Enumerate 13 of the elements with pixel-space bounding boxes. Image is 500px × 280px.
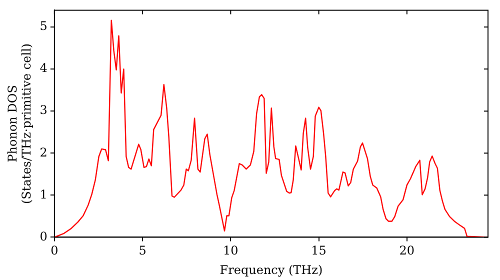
y-tick-label: 4 [40,61,48,76]
y-tick-label: 2 [40,145,48,160]
x-tick-label: 0 [50,244,58,258]
y-axis-title: Phonon DOS (States/THz·primitive cell) [5,43,34,204]
y-tick-label: 0 [40,229,48,244]
y-tick-label: 1 [40,187,48,202]
x-tick-label: 10 [223,244,238,258]
y-tick-label: 3 [40,103,48,118]
x-tick-label: 20 [399,244,415,258]
x-axis-title: Frequency (THz) [220,262,323,277]
y-tick-label: 5 [40,19,48,34]
x-tick-label: 15 [311,244,326,258]
x-tick-label: 5 [138,244,146,258]
